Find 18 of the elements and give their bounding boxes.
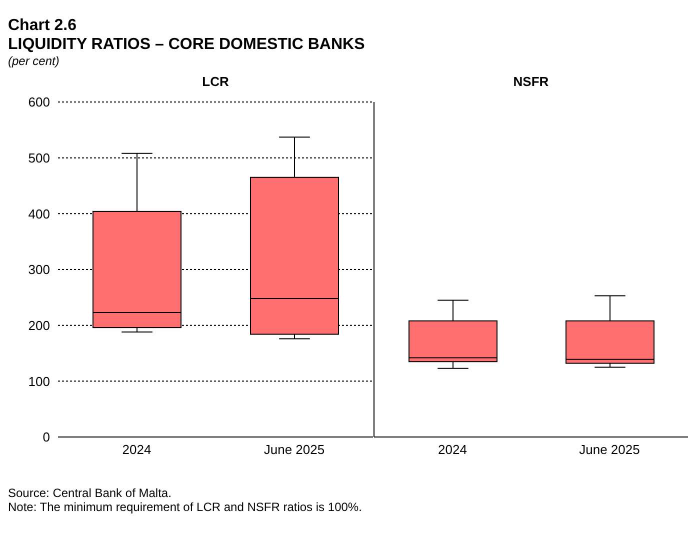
y-tick-label: 400: [28, 206, 50, 222]
text: LCR: [201, 74, 230, 89]
y-tick-label: 600: [28, 94, 50, 110]
y-tick-label: 300: [28, 262, 50, 278]
y-axis-title: (per cent): [8, 54, 60, 68]
chart-title: Chart 2.6: [8, 16, 78, 35]
text: Note: The minimum requirement of LCR and NSFR ratios is 100%.: [8, 500, 363, 514]
y-tick-label: 500: [28, 150, 50, 166]
x-tick-label: 2024: [122, 442, 152, 458]
y-tick-label: 0: [42, 430, 50, 445]
y-tick-label: 100: [28, 374, 50, 389]
x-tick-label: June 2025: [264, 442, 325, 458]
source-note: Source: Central Bank of Malta.: [8, 486, 172, 500]
text: NSFR: [512, 74, 550, 89]
y-tick-label: 200: [28, 318, 50, 333]
chart-subtitle: LIQUIDITY RATIOS – CORE DOMESTIC BANKS: [8, 35, 366, 54]
x-tick-label: 2024: [438, 442, 467, 458]
x-tick-label: June 2025: [579, 442, 640, 458]
